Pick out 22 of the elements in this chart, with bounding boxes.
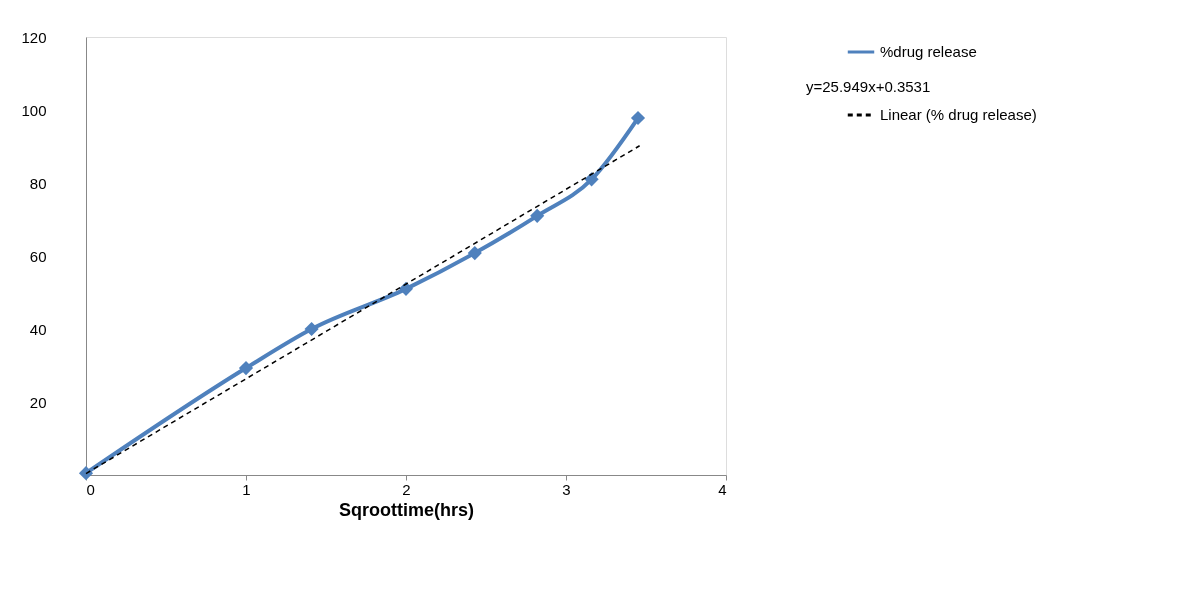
legend-label: %drug release bbox=[880, 43, 977, 60]
x-tick-label: 2 bbox=[402, 480, 411, 498]
legend-label: Linear (% drug release) bbox=[880, 106, 1037, 123]
point bbox=[78, 466, 94, 481]
point bbox=[304, 321, 319, 337]
point bbox=[238, 360, 254, 376]
text: y=25.949x+0.3531 bbox=[806, 78, 931, 95]
point bbox=[584, 172, 599, 187]
x-tick-label: 3 bbox=[562, 480, 571, 498]
x-tick-label: 0 bbox=[86, 480, 95, 498]
point bbox=[530, 208, 545, 223]
y-tick-label: 40 bbox=[29, 320, 47, 338]
y-tick-label: 120 bbox=[21, 28, 47, 46]
point bbox=[630, 110, 646, 126]
x-tick-label: 1 bbox=[242, 480, 251, 498]
x-tick-label: 4 bbox=[718, 480, 727, 498]
y-tick-label: 20 bbox=[29, 393, 47, 411]
y-tick-label: 100 bbox=[21, 101, 47, 119]
x-axis-title: Sqroottime(hrs) bbox=[339, 499, 475, 520]
y-tick-label: 80 bbox=[29, 174, 47, 192]
point bbox=[467, 246, 482, 261]
y-tick-label: 60 bbox=[29, 247, 47, 265]
